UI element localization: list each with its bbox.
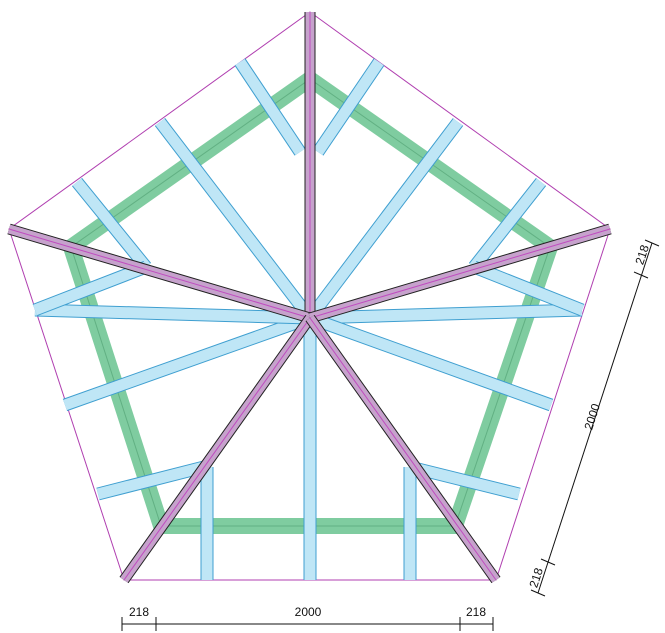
side-tick-1 <box>644 239 660 247</box>
rafter-13 <box>471 260 585 317</box>
side-tick-2 <box>633 271 649 279</box>
bottom-middle-dimension: 2000 <box>295 605 322 619</box>
side-top-dimension: 218 <box>632 243 652 267</box>
rafter-8 <box>234 58 306 156</box>
hip-rafter-5 <box>305 314 501 584</box>
rafter-3 <box>34 303 311 325</box>
rafter-5 <box>304 118 464 322</box>
hip-rafter-group <box>7 12 612 584</box>
bottom-left-dimension: 218 <box>129 605 149 619</box>
rafter-7 <box>307 311 554 412</box>
side-dimension-line <box>537 242 653 594</box>
rafter-4 <box>154 118 316 322</box>
rafter-9 <box>312 58 385 156</box>
hip-rafter-2 <box>7 223 312 324</box>
rafter-11 <box>468 177 547 272</box>
hip-rafter-4 <box>119 314 315 584</box>
rafter-10 <box>71 177 152 272</box>
side-dimension-chain: 218 2000 218 <box>526 239 660 597</box>
side-tick-3 <box>540 558 556 566</box>
rafter-14 <box>96 460 206 501</box>
side-middle-dimension: 2000 <box>581 402 603 432</box>
bottom-dimension-chain: 218 2000 218 <box>121 605 494 631</box>
rafter-2 <box>62 311 313 412</box>
hip-rafter-3 <box>308 223 612 324</box>
rafter-group <box>32 58 585 580</box>
rafter-6 <box>309 303 583 325</box>
side-bottom-dimension: 218 <box>526 566 546 590</box>
rafter-12 <box>32 260 149 317</box>
bottom-right-dimension: 218 <box>466 605 486 619</box>
side-tick-4 <box>530 589 546 597</box>
rafter-15 <box>408 460 521 501</box>
